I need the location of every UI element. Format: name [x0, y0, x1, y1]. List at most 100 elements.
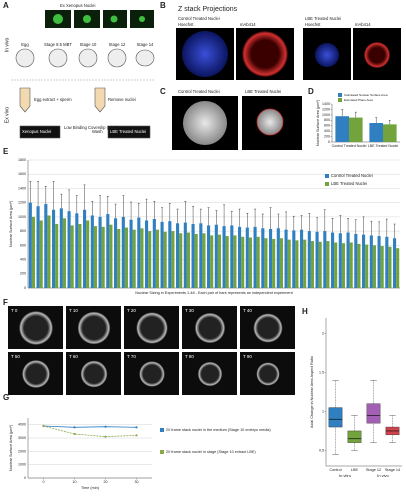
- group-label: In vivo: [377, 473, 389, 478]
- time-label: T 20: [127, 308, 136, 313]
- bar: [217, 234, 221, 288]
- y-tick-label: 800: [20, 229, 26, 233]
- stage-label: Stage 14: [137, 42, 154, 47]
- time-lapse: [8, 306, 295, 395]
- legend-label: Control Treated Nuclei: [331, 173, 373, 178]
- bar: [163, 231, 167, 288]
- y-tick-label: 200: [20, 272, 26, 276]
- bar: [67, 211, 71, 288]
- group-label: In vitro: [339, 473, 352, 478]
- point: [73, 426, 76, 429]
- panel-label: H: [302, 307, 308, 316]
- x-tick-label: Control: [329, 468, 341, 472]
- bar: [62, 218, 66, 288]
- nucleus: [253, 313, 283, 343]
- stain-label: Hoechst: [305, 22, 321, 27]
- time-label: T 50: [11, 354, 20, 359]
- y-tick-label: 400: [20, 258, 26, 262]
- group-label: LBE Treated Nuclei: [245, 89, 281, 94]
- bar: [78, 224, 82, 288]
- bar: [326, 241, 330, 288]
- y-tick-label: 0.5: [319, 448, 324, 452]
- time-label: T 80: [185, 354, 194, 359]
- y-tick-label: 1000: [18, 215, 26, 219]
- point: [104, 435, 107, 438]
- bar: [385, 236, 389, 288]
- y-tick-label: 200: [324, 135, 330, 139]
- bar: [160, 221, 164, 288]
- bar: [276, 228, 280, 288]
- step-label: Xenopus Nuclei: [22, 129, 51, 134]
- time-label: T 90: [243, 354, 252, 359]
- y-axis-label: Nuclear Surface Area (µm²): [9, 424, 13, 471]
- bar: [83, 209, 87, 288]
- bar: [93, 226, 97, 288]
- y-tick-label: 1400: [322, 102, 330, 106]
- tubes: [19, 87, 151, 139]
- y-axis-label: Nuclear Surface Area (µm²): [316, 99, 320, 146]
- embryo-stages: [15, 48, 155, 68]
- step-label: Low Binding Coverslip (LBC): [64, 125, 118, 130]
- bar: [369, 123, 383, 142]
- panel-label: A: [3, 1, 9, 10]
- bar: [383, 124, 397, 142]
- bar: [109, 224, 113, 288]
- bar: [323, 231, 327, 288]
- bar: [303, 239, 307, 288]
- bar: [31, 216, 35, 288]
- x-tick-label: LBE: [351, 468, 359, 472]
- bar: [241, 236, 245, 288]
- nucleus: [256, 362, 280, 386]
- time-label: T 30: [185, 308, 194, 313]
- bar: [377, 236, 381, 288]
- bar: [388, 246, 392, 288]
- step-label: LBE Treated Nuclei: [110, 129, 146, 134]
- bar: [357, 243, 361, 288]
- panel-label: E: [3, 147, 9, 156]
- bar: [183, 222, 187, 288]
- bar: [117, 228, 121, 288]
- bar: [86, 220, 90, 288]
- bar: [318, 241, 322, 288]
- y-tick-label: 2000: [18, 449, 26, 453]
- bar: [335, 116, 349, 142]
- y-tick-label: 600: [324, 124, 330, 128]
- panel-label: C: [160, 87, 166, 96]
- stain-label: mAb414: [240, 22, 256, 27]
- bar: [230, 225, 234, 288]
- bar: [349, 117, 363, 142]
- series-line: [43, 425, 137, 438]
- bar: [36, 206, 40, 288]
- point: [42, 424, 45, 428]
- bar: [264, 238, 268, 288]
- step-label: Egg extract + sperm: [34, 97, 72, 102]
- bar: [295, 240, 299, 288]
- y-tick-label: 2: [322, 332, 324, 336]
- bar: [380, 246, 384, 288]
- x-tick-label: 30: [135, 480, 139, 484]
- x-tick-label: 0: [43, 480, 45, 484]
- green-nuclei: [45, 10, 154, 28]
- bar: [145, 220, 149, 288]
- point: [104, 425, 107, 428]
- bar: [253, 226, 257, 288]
- y-tick-label: 3000: [18, 436, 26, 440]
- bar: [214, 224, 218, 288]
- y-tick-label: 1800: [18, 158, 26, 162]
- panel-label: D: [308, 87, 314, 96]
- bar: [307, 231, 311, 288]
- bar: [101, 226, 105, 288]
- bar: [334, 242, 338, 288]
- bar: [272, 238, 276, 288]
- bar: [300, 229, 304, 288]
- bar: [179, 233, 183, 288]
- group-label: Control Treated Nuclei: [178, 89, 220, 94]
- legend-label: Estimated Plane Area: [344, 98, 373, 102]
- bar: [210, 235, 214, 288]
- nucleus: [194, 312, 226, 344]
- bar: [248, 237, 252, 288]
- bar: [59, 208, 63, 288]
- bar: [121, 216, 125, 288]
- x-axis-label: Nuclear Sizing in Experiments 1-48 - Eac…: [135, 291, 293, 295]
